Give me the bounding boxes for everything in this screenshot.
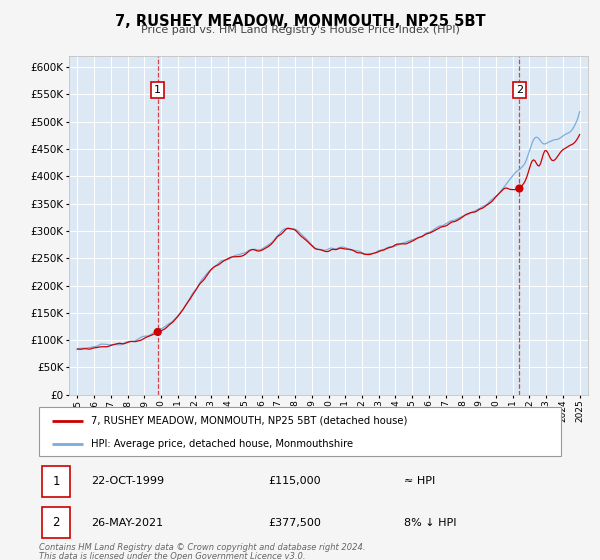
Bar xyxy=(41,507,70,538)
Text: ≈ HPI: ≈ HPI xyxy=(404,476,436,486)
Text: 8% ↓ HPI: 8% ↓ HPI xyxy=(404,517,457,528)
Bar xyxy=(41,466,70,497)
Text: 2: 2 xyxy=(52,516,60,529)
Text: 7, RUSHEY MEADOW, MONMOUTH, NP25 5BT: 7, RUSHEY MEADOW, MONMOUTH, NP25 5BT xyxy=(115,14,485,29)
Text: £377,500: £377,500 xyxy=(269,517,322,528)
Text: Price paid vs. HM Land Registry's House Price Index (HPI): Price paid vs. HM Land Registry's House … xyxy=(140,25,460,35)
Text: 1: 1 xyxy=(52,475,60,488)
Text: £115,000: £115,000 xyxy=(269,476,322,486)
Text: 7, RUSHEY MEADOW, MONMOUTH, NP25 5BT (detached house): 7, RUSHEY MEADOW, MONMOUTH, NP25 5BT (de… xyxy=(91,416,407,426)
Text: 26-MAY-2021: 26-MAY-2021 xyxy=(91,517,163,528)
Point xyxy=(515,184,524,193)
Text: Contains HM Land Registry data © Crown copyright and database right 2024.: Contains HM Land Registry data © Crown c… xyxy=(39,543,365,552)
Text: 22-OCT-1999: 22-OCT-1999 xyxy=(91,476,164,486)
Text: HPI: Average price, detached house, Monmouthshire: HPI: Average price, detached house, Monm… xyxy=(91,438,353,449)
Text: This data is licensed under the Open Government Licence v3.0.: This data is licensed under the Open Gov… xyxy=(39,552,305,560)
Text: 1: 1 xyxy=(154,85,161,95)
Text: 2: 2 xyxy=(516,85,523,95)
Point xyxy=(153,328,163,337)
